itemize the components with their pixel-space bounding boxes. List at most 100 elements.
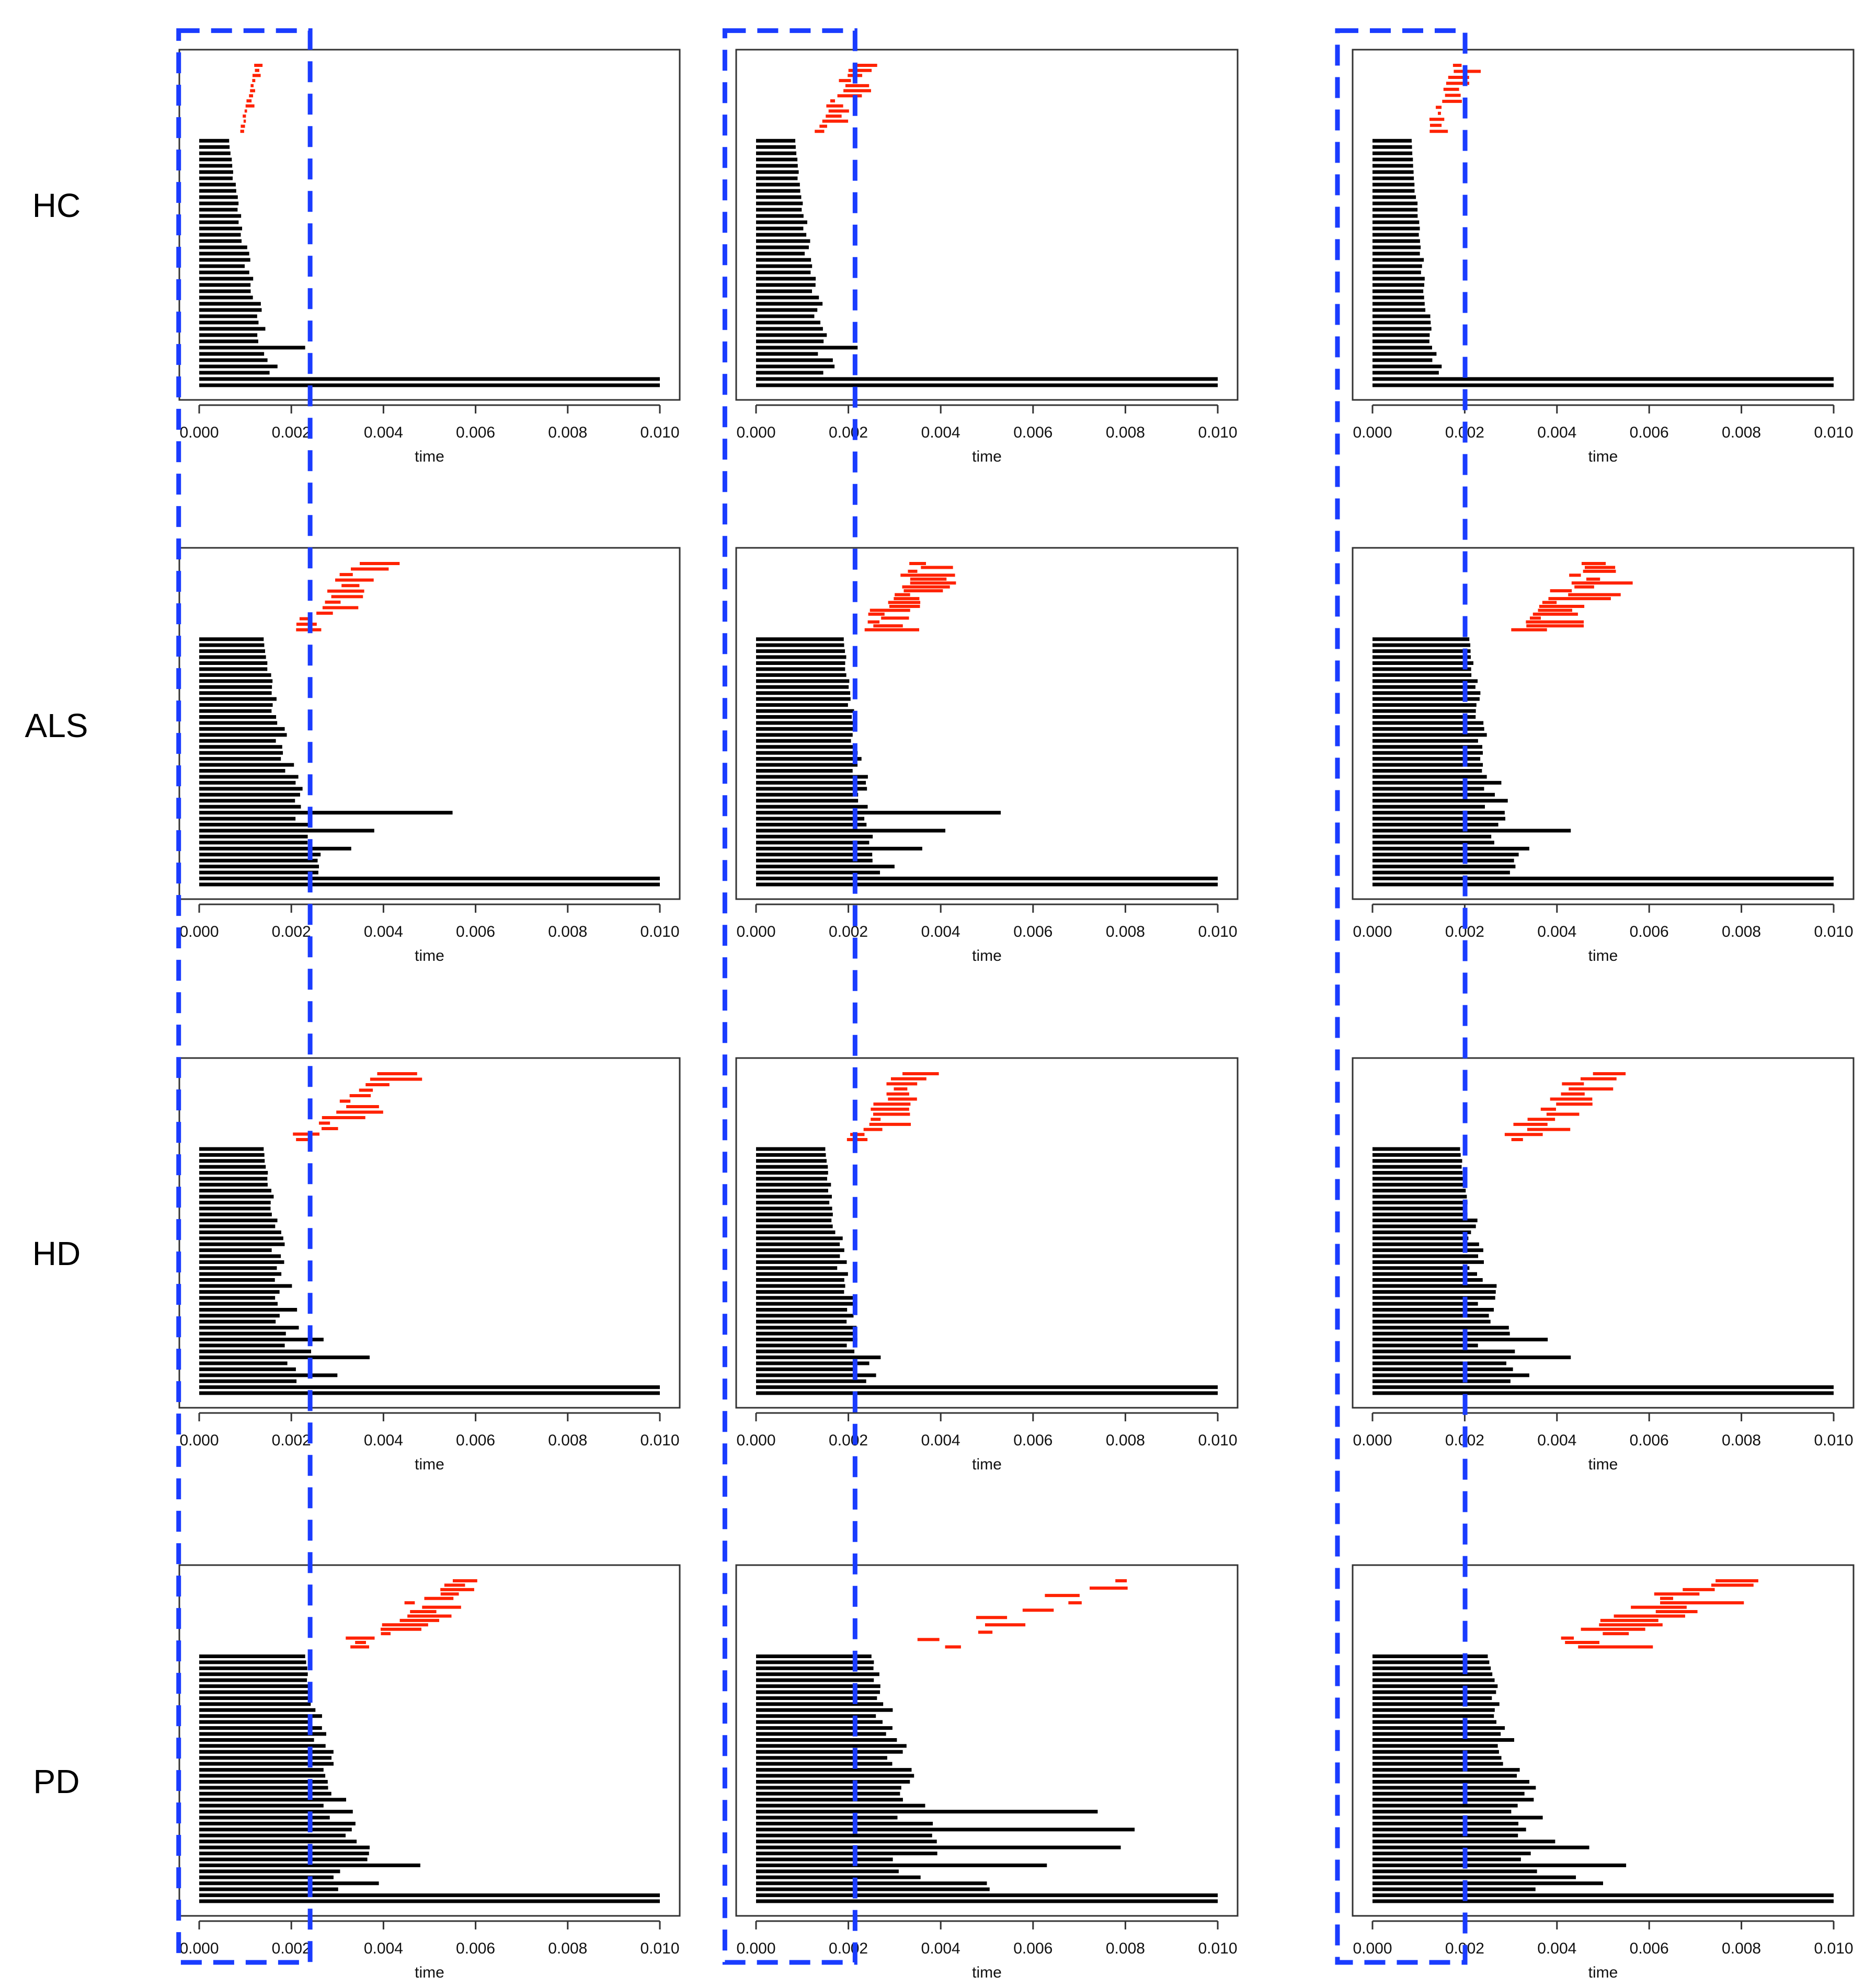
x-tick-label: 0.008 xyxy=(1106,1432,1145,1449)
x-tick-label: 0.008 xyxy=(1106,1940,1145,1957)
x-tick-label: 0.006 xyxy=(1013,424,1053,441)
x-tick-label: 0.002 xyxy=(272,923,311,940)
x-tick-label: 0.002 xyxy=(829,424,868,441)
x-tick-label: 0.000 xyxy=(179,1940,219,1957)
row-label-hc: HC xyxy=(32,187,81,224)
x-tick-label: 0.006 xyxy=(1630,424,1669,441)
row-label-als: ALS xyxy=(25,707,88,744)
x-tick-label: 0.006 xyxy=(456,1940,495,1957)
x-tick-label: 0.004 xyxy=(921,1940,960,1957)
x-tick-label: 0.010 xyxy=(640,424,679,441)
x-axis-label: time xyxy=(415,1964,444,1981)
x-axis-label: time xyxy=(972,1456,1002,1473)
x-tick-label: 0.004 xyxy=(364,424,403,441)
x-tick-label: 0.004 xyxy=(921,1432,960,1449)
x-tick-label: 0.000 xyxy=(736,1432,775,1449)
x-tick-label: 0.004 xyxy=(921,923,960,940)
x-axis-label: time xyxy=(1588,947,1618,964)
x-tick-label: 0.004 xyxy=(1537,923,1576,940)
x-tick-label: 0.004 xyxy=(364,1940,403,1957)
x-tick-label: 0.008 xyxy=(548,1940,587,1957)
x-tick-label: 0.000 xyxy=(1353,1940,1392,1957)
x-tick-label: 0.000 xyxy=(1353,923,1392,940)
x-tick-label: 0.008 xyxy=(1106,424,1145,441)
panel-als-2: 0.000 0.002 0.004 0.006 0.008 0.010 time xyxy=(735,547,1239,964)
x-tick-label: 0.004 xyxy=(1537,424,1576,441)
x-tick-label: 0.002 xyxy=(272,424,311,441)
x-tick-label: 0.006 xyxy=(1013,1432,1053,1449)
panel-pd-1: 0.000 0.002 0.004 0.006 0.008 0.010 time xyxy=(178,1564,681,1981)
x-tick-label: 0.010 xyxy=(1814,923,1853,940)
x-axis-label: time xyxy=(1588,1964,1618,1981)
x-tick-label: 0.008 xyxy=(1722,1940,1761,1957)
x-tick-label: 0.006 xyxy=(1013,923,1053,940)
x-tick-label: 0.002 xyxy=(829,923,868,940)
plot-frame xyxy=(735,49,1239,401)
x-tick-label: 0.002 xyxy=(272,1432,311,1449)
x-tick-label: 0.010 xyxy=(640,1940,679,1957)
x-tick-label: 0.006 xyxy=(456,424,495,441)
plot-frame xyxy=(735,1564,1239,1917)
x-tick-label: 0.006 xyxy=(1630,1940,1669,1957)
x-tick-label: 0.000 xyxy=(736,1940,775,1957)
panel-hc-1: 0.000 0.002 0.004 0.006 0.008 0.010 time xyxy=(178,49,681,465)
x-tick-label: 0.004 xyxy=(364,923,403,940)
x-tick-label: 0.000 xyxy=(179,424,219,441)
panel-hd-2: 0.000 0.002 0.004 0.006 0.008 0.010 time xyxy=(735,1057,1239,1473)
x-tick-label: 0.004 xyxy=(1537,1432,1576,1449)
x-axis-label: time xyxy=(972,1964,1002,1981)
plot-frame xyxy=(1352,547,1855,900)
x-tick-label: 0.006 xyxy=(1630,1432,1669,1449)
threshold-highlight-box-col-3 xyxy=(1335,28,1468,1965)
x-tick-label: 0.008 xyxy=(1722,424,1761,441)
x-axis-label: time xyxy=(415,1456,444,1473)
x-axis-label: time xyxy=(1588,1456,1618,1473)
panel-pd-2: 0.000 0.002 0.004 0.006 0.008 0.010 time xyxy=(735,1564,1239,1981)
x-tick-label: 0.000 xyxy=(1353,1432,1392,1449)
x-tick-label: 0.008 xyxy=(1722,923,1761,940)
x-axis-label: time xyxy=(972,947,1002,964)
panel-hc-2: 0.000 0.002 0.004 0.006 0.008 0.010 time xyxy=(735,49,1239,465)
row-label-hd: HD xyxy=(32,1235,81,1272)
x-tick-label: 0.006 xyxy=(1630,923,1669,940)
threshold-highlight-box-col-1 xyxy=(176,28,313,1965)
x-axis-label: time xyxy=(415,947,444,964)
x-tick-label: 0.010 xyxy=(1814,424,1853,441)
x-axis-label: time xyxy=(972,448,1002,465)
x-tick-label: 0.000 xyxy=(179,1432,219,1449)
x-tick-label: 0.008 xyxy=(548,424,587,441)
x-axis-label: time xyxy=(1588,448,1618,465)
x-tick-label: 0.006 xyxy=(1013,1940,1053,1957)
x-tick-label: 0.010 xyxy=(640,923,679,940)
plot-frame xyxy=(1352,49,1855,401)
x-axis-label: time xyxy=(415,448,444,465)
plot-frame xyxy=(1352,1057,1855,1409)
x-tick-label: 0.008 xyxy=(548,1432,587,1449)
plot-frame xyxy=(735,547,1239,900)
x-tick-label: 0.000 xyxy=(179,923,219,940)
x-tick-label: 0.002 xyxy=(829,1940,868,1957)
threshold-highlight-box-col-2 xyxy=(722,28,857,1965)
x-tick-label: 0.000 xyxy=(736,424,775,441)
x-tick-label: 0.010 xyxy=(1198,424,1237,441)
plot-frame xyxy=(735,1057,1239,1409)
x-tick-label: 0.010 xyxy=(1814,1940,1853,1957)
plot-frame xyxy=(1352,1564,1855,1917)
panel-hd-1: 0.000 0.002 0.004 0.006 0.008 0.010 time xyxy=(178,1057,681,1473)
x-tick-label: 0.006 xyxy=(456,1432,495,1449)
x-tick-label: 0.008 xyxy=(548,923,587,940)
x-tick-label: 0.002 xyxy=(829,1432,868,1449)
x-tick-label: 0.006 xyxy=(456,923,495,940)
row-label-pd: PD xyxy=(33,1763,80,1800)
x-tick-label: 0.010 xyxy=(640,1432,679,1449)
x-tick-label: 0.010 xyxy=(1198,1940,1237,1957)
x-tick-label: 0.010 xyxy=(1198,1432,1237,1449)
x-tick-label: 0.004 xyxy=(364,1432,403,1449)
x-tick-label: 0.010 xyxy=(1198,923,1237,940)
x-tick-label: 0.010 xyxy=(1814,1432,1853,1449)
